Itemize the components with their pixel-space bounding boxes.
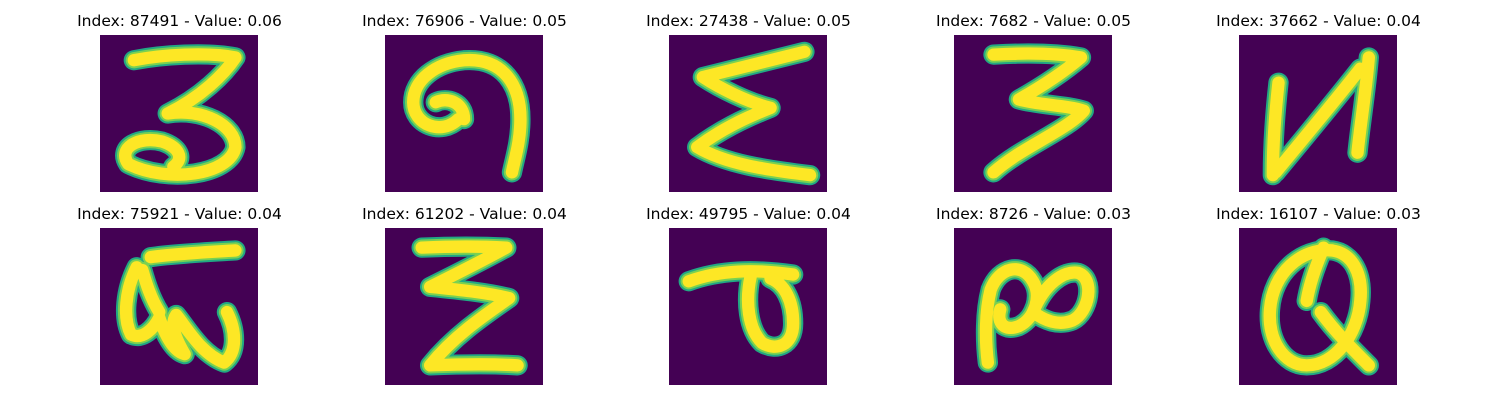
n-shaped-character [1239, 35, 1397, 192]
digit-image [385, 35, 543, 192]
panel-6: Index: 75921 - Value: 0.04 [37, 193, 322, 385]
sigma-shaped-character [669, 35, 827, 192]
digit-image [954, 228, 1112, 385]
panel-title: Index: 75921 - Value: 0.04 [77, 205, 282, 223]
three-shaped-character [954, 35, 1112, 192]
panel-title: Index: 7682 - Value: 0.05 [936, 12, 1131, 30]
panel-title: Index: 27438 - Value: 0.05 [646, 12, 851, 30]
panel-title: Index: 49795 - Value: 0.04 [646, 205, 851, 223]
infinity-shaped-character [954, 228, 1112, 385]
digit-image [385, 228, 543, 385]
panel-title: Index: 8726 - Value: 0.03 [936, 205, 1131, 223]
digit-image [669, 35, 827, 192]
panel-10: Index: 16107 - Value: 0.03 [1176, 193, 1461, 385]
panel-5: Index: 37662 - Value: 0.04 [1176, 0, 1461, 192]
panel-title: Index: 16107 - Value: 0.03 [1216, 205, 1421, 223]
digit-image [100, 228, 258, 385]
hook-shaped-character [385, 35, 543, 192]
zigzag-character [385, 228, 543, 385]
panel-8: Index: 49795 - Value: 0.04 [606, 193, 891, 385]
panel-title: Index: 61202 - Value: 0.04 [362, 205, 567, 223]
q-shaped-character [1239, 228, 1397, 385]
three-shaped-character [100, 35, 258, 192]
digit-image [100, 35, 258, 192]
panel-3: Index: 27438 - Value: 0.05 [606, 0, 891, 192]
panel-title: Index: 76906 - Value: 0.05 [362, 12, 567, 30]
panel-7: Index: 61202 - Value: 0.04 [322, 193, 607, 385]
digit-image [954, 35, 1112, 192]
loop-shaped-character [100, 228, 258, 385]
panel-title: Index: 37662 - Value: 0.04 [1216, 12, 1421, 30]
digit-image [669, 228, 827, 385]
digit-image [1239, 228, 1397, 385]
panel-title: Index: 87491 - Value: 0.06 [77, 12, 282, 30]
panel-9: Index: 8726 - Value: 0.03 [891, 193, 1176, 385]
panel-2: Index: 76906 - Value: 0.05 [322, 0, 607, 192]
panel-1: Index: 87491 - Value: 0.06 [37, 0, 322, 192]
panel-4: Index: 7682 - Value: 0.05 [891, 0, 1176, 192]
digit-image [1239, 35, 1397, 192]
loop-shaped-character [669, 228, 827, 385]
